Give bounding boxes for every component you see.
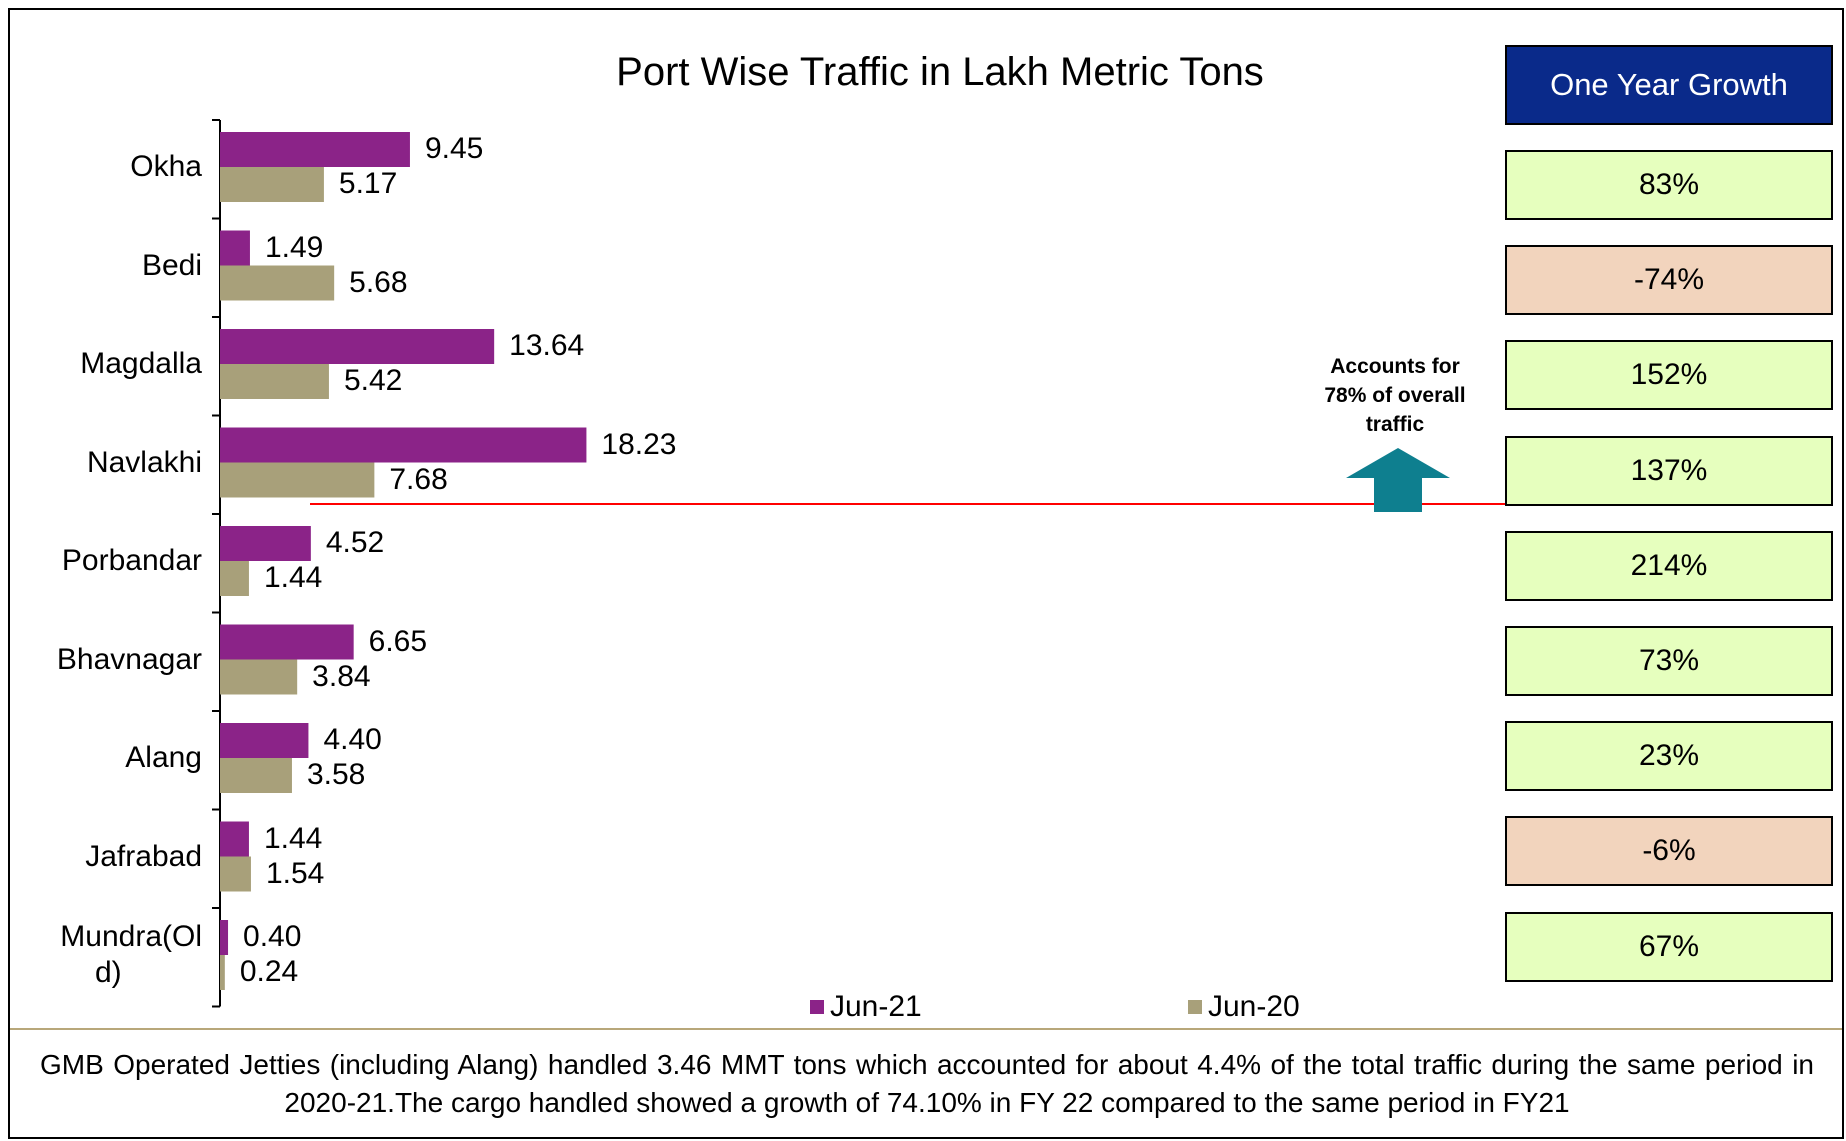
growth-panel-header: One Year Growth — [1505, 45, 1833, 125]
legend-label-jun-21: Jun-21 — [830, 990, 922, 1023]
bar-jun-21-porbandar — [220, 526, 311, 561]
data-label: 5.68 — [349, 265, 408, 299]
bar-jun-21-jafrabad — [220, 821, 249, 857]
callout-line: 78% of overall — [1324, 384, 1466, 407]
data-label: 3.58 — [306, 758, 366, 791]
growth-value: 83% — [1505, 150, 1833, 220]
bar-jun-20-navlakhi — [220, 462, 375, 498]
bar-jun-20-magdalla — [220, 364, 329, 399]
growth-value: 67% — [1505, 911, 1833, 982]
data-label: 1.44 — [263, 561, 323, 594]
category-label: Bedi — [30, 248, 202, 284]
growth-value: -74% — [1505, 245, 1833, 316]
category-label-line: Bhavnagar — [56, 642, 202, 676]
summary-note: GMB Operated Jetties (including Alang) h… — [10, 1028, 1842, 1137]
bar-jun-21-okha — [220, 132, 410, 167]
bar-jun-21-bedi — [220, 230, 250, 266]
growth-value: 152% — [1505, 340, 1833, 411]
category-label-line: Alang — [125, 741, 202, 775]
category-label-line: Jafrabad — [85, 839, 202, 873]
data-label: 13.64 — [509, 329, 585, 362]
bar-jun-20-mundraold — [220, 955, 225, 990]
data-label: 6.65 — [368, 624, 428, 658]
category-label: Magdalla — [30, 346, 202, 382]
growth-value: 23% — [1505, 721, 1833, 792]
chart-plot — [212, 119, 1644, 1008]
data-label: 3.84 — [312, 659, 371, 693]
category-label-line: Bedi — [141, 248, 202, 282]
data-label: 4.52 — [325, 526, 385, 559]
category-label: Okha — [30, 149, 202, 185]
bar-jun-21-magdalla — [220, 329, 495, 364]
category-label-line: Magdalla — [80, 347, 202, 381]
category-label: Mundra(Ol d) — [30, 919, 202, 991]
data-label: 1.44 — [263, 821, 323, 855]
chart-frame: Port Wise Traffic in Lakh Metric Tons 9.… — [8, 8, 1844, 1139]
bar-jun-21-alang — [220, 723, 309, 758]
legend-item-jun-21: Jun-21 — [810, 990, 922, 1024]
callout-line: Accounts for — [1330, 355, 1460, 378]
growth-value: 73% — [1505, 626, 1833, 696]
category-label: Navlakhi — [30, 445, 202, 481]
data-label: 0.40 — [243, 920, 302, 953]
category-label: Porbandar — [30, 543, 202, 579]
bar-jun-20-bhavnagar — [220, 659, 298, 695]
bar-jun-20-okha — [220, 167, 324, 202]
data-label: 18.23 — [601, 427, 677, 461]
legend-label-jun-20: Jun-20 — [1208, 990, 1300, 1023]
growth-value: 137% — [1505, 435, 1833, 506]
category-label: Bhavnagar — [30, 642, 202, 678]
legend-item-jun-20: Jun-20 — [1188, 990, 1300, 1024]
up-arrow-icon — [1346, 448, 1450, 512]
traffic-share-callout: Accounts for 78% of overall traffic — [1295, 352, 1495, 439]
category-label: Alang — [30, 740, 202, 776]
data-label: 1.54 — [265, 856, 325, 890]
category-label-line: d) — [95, 956, 122, 990]
bar-jun-21-bhavnagar — [220, 624, 354, 660]
data-label: 9.45 — [424, 132, 484, 165]
category-label-line: Porbandar — [61, 544, 202, 578]
growth-value: 214% — [1505, 530, 1833, 601]
data-label: 5.42 — [343, 364, 403, 397]
category-label: Jafrabad — [30, 839, 202, 875]
legend-swatch-jun-21 — [810, 1000, 824, 1014]
bar-jun-21-navlakhi — [220, 427, 587, 463]
callout-line: traffic — [1365, 413, 1425, 436]
category-label-line: Navlakhi — [86, 445, 202, 479]
bar-jun-20-alang — [220, 758, 292, 793]
data-label: 1.49 — [264, 230, 324, 264]
category-label-line: Okha — [130, 150, 202, 184]
category-label-line: Mundra(Ol — [60, 920, 202, 954]
data-label: 0.24 — [239, 955, 299, 988]
bar-jun-20-jafrabad — [220, 856, 251, 892]
growth-value: -6% — [1505, 816, 1833, 887]
bar-jun-20-porbandar — [220, 561, 249, 596]
legend-swatch-jun-20 — [1188, 1000, 1202, 1014]
data-label: 7.68 — [389, 462, 448, 496]
chart-title: Port Wise Traffic in Lakh Metric Tons — [616, 50, 1264, 94]
bar-jun-21-mundraold — [220, 920, 229, 955]
bar-jun-20-bedi — [220, 265, 335, 301]
data-label: 4.40 — [323, 723, 382, 756]
data-label: 5.17 — [338, 167, 398, 200]
